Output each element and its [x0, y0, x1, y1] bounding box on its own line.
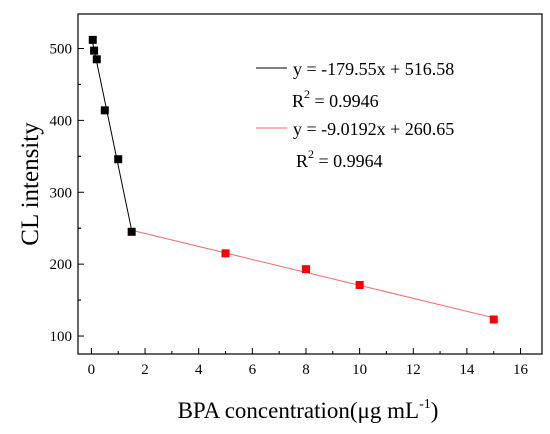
y-axis-label: CL intensity	[17, 122, 44, 246]
plot-frame	[77, 13, 543, 355]
legend: y = -179.55x + 516.58 R2 = 0.9946 y = -9.0…	[256, 59, 454, 171]
data-point	[100, 106, 109, 115]
fit-line-1	[92, 42, 133, 231]
x-tick-label: 6	[249, 362, 257, 378]
data-point	[114, 155, 123, 164]
x-tick-label: 12	[406, 362, 421, 378]
data-point	[355, 280, 364, 289]
x-tick-label: 8	[302, 362, 310, 378]
y-tick-label: 500	[50, 42, 73, 58]
data-point	[88, 35, 97, 44]
x-axis-label-main: BPA concentration(μg mL	[178, 398, 419, 423]
x-axis-label-suffix: )	[431, 398, 439, 423]
data-point	[127, 227, 136, 236]
y-tick-label: 400	[50, 113, 73, 129]
legend-r2-1: R2 = 0.9946	[292, 87, 379, 111]
data-point	[301, 265, 310, 274]
x-tick-label: 2	[141, 362, 149, 378]
fit-line-2	[131, 229, 494, 319]
legend-equation-1: y = -179.55x + 516.58	[293, 59, 454, 79]
data-point	[90, 46, 99, 55]
x-tick-label: 14	[459, 362, 475, 378]
x-tick-label: 4	[195, 362, 203, 378]
x-tick-label: 10	[352, 362, 367, 378]
y-tick-label: 200	[50, 257, 73, 273]
legend-r2-2: R2 = 0.9964	[296, 147, 383, 171]
legend-equation-2: y = -9.0192x + 260.65	[293, 119, 454, 139]
y-tick-label: 100	[50, 329, 73, 345]
x-axis-label-superscript: -1	[419, 397, 431, 412]
data-point	[92, 55, 101, 64]
x-axis-label: BPA concentration(μg mL-1)	[178, 397, 439, 423]
data-point	[221, 249, 230, 258]
x-tick-label: 16	[513, 362, 529, 378]
data-point	[489, 315, 498, 324]
ticks-layer: 0 2 4 6 8 10 12 14 16 100 200 300 400 500	[50, 42, 529, 378]
x-tick-label: 0	[88, 362, 96, 378]
y-tick-label: 300	[50, 185, 73, 201]
points-layer	[88, 35, 498, 324]
fit-lines-layer	[92, 42, 494, 319]
